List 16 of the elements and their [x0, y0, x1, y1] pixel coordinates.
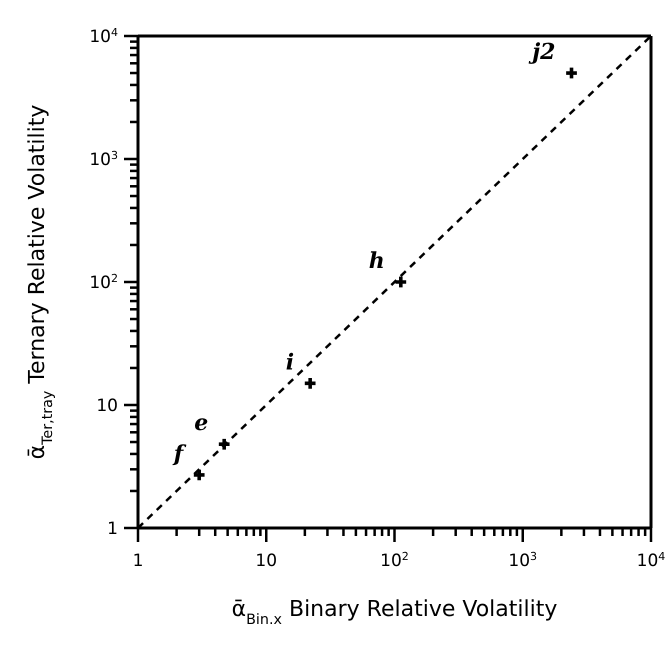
y-tick-label: 1 [107, 519, 118, 539]
y-tick-label: 10$^{3}$ [89, 148, 118, 170]
x-axis-title: ᾱ$_{Bin.x}$ Binary Relative Volatility [232, 597, 558, 628]
annotation: e [194, 410, 208, 436]
x-tick-label: 10$^{2}$ [380, 550, 409, 571]
annotation: f [172, 440, 187, 467]
annotation: j2 [528, 39, 556, 66]
annotation: h [368, 248, 385, 274]
x-tick-label: 10 [255, 551, 278, 571]
annotation: i [286, 349, 294, 376]
y-tick-label: 10$^{2}$ [89, 272, 118, 293]
x-tick-label: 10$^{3}$ [508, 550, 538, 571]
x-tick-label: 1 [132, 551, 144, 571]
x-tick-label: 10$^{4}$ [636, 550, 666, 571]
y-tick-label: 10 [96, 396, 118, 416]
y-tick-label: 10$^{4}$ [89, 26, 118, 47]
